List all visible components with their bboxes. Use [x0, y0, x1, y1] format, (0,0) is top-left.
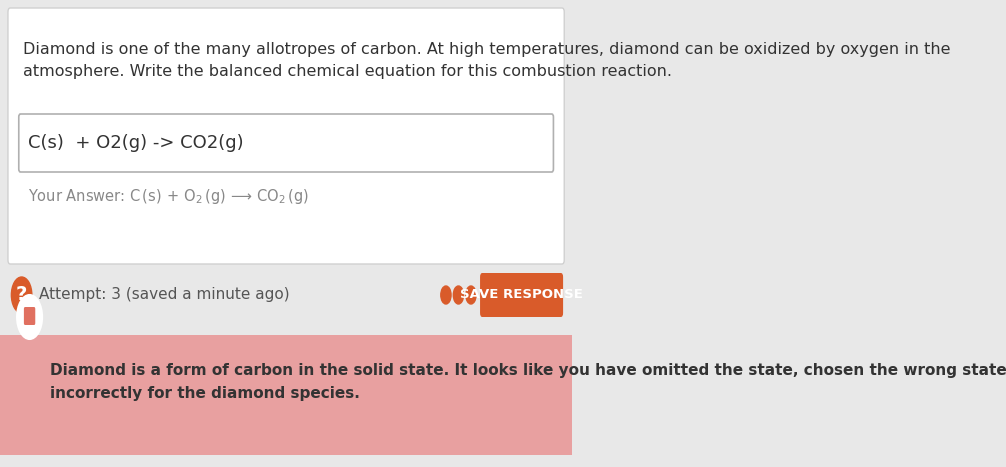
- FancyBboxPatch shape: [24, 307, 35, 325]
- Text: Attempt: 3 (saved a minute ago): Attempt: 3 (saved a minute ago): [38, 288, 290, 303]
- Text: Diamond is one of the many allotropes of carbon. At high temperatures, diamond c: Diamond is one of the many allotropes of…: [23, 42, 951, 78]
- Circle shape: [11, 277, 32, 313]
- Bar: [0, 335, 572, 455]
- Text: SAVE RESPONSE: SAVE RESPONSE: [460, 289, 583, 302]
- Text: Your Answer: $\mathrm{C\,(s)\,+\,O_2\,(g)\,\longrightarrow\,CO_2\,(g)}$: Your Answer: $\mathrm{C\,(s)\,+\,O_2\,(g…: [28, 187, 310, 206]
- Circle shape: [466, 286, 476, 304]
- Text: C(s)  + O2(g) -> CO2(g): C(s) + O2(g) -> CO2(g): [28, 134, 244, 152]
- FancyBboxPatch shape: [19, 114, 553, 172]
- Circle shape: [454, 286, 464, 304]
- Text: ?: ?: [16, 285, 27, 304]
- Text: Diamond is a form of carbon in the solid state. It looks like you have omitted t: Diamond is a form of carbon in the solid…: [50, 363, 1006, 402]
- FancyBboxPatch shape: [8, 8, 564, 264]
- FancyBboxPatch shape: [480, 273, 563, 317]
- Circle shape: [17, 295, 42, 339]
- Circle shape: [441, 286, 451, 304]
